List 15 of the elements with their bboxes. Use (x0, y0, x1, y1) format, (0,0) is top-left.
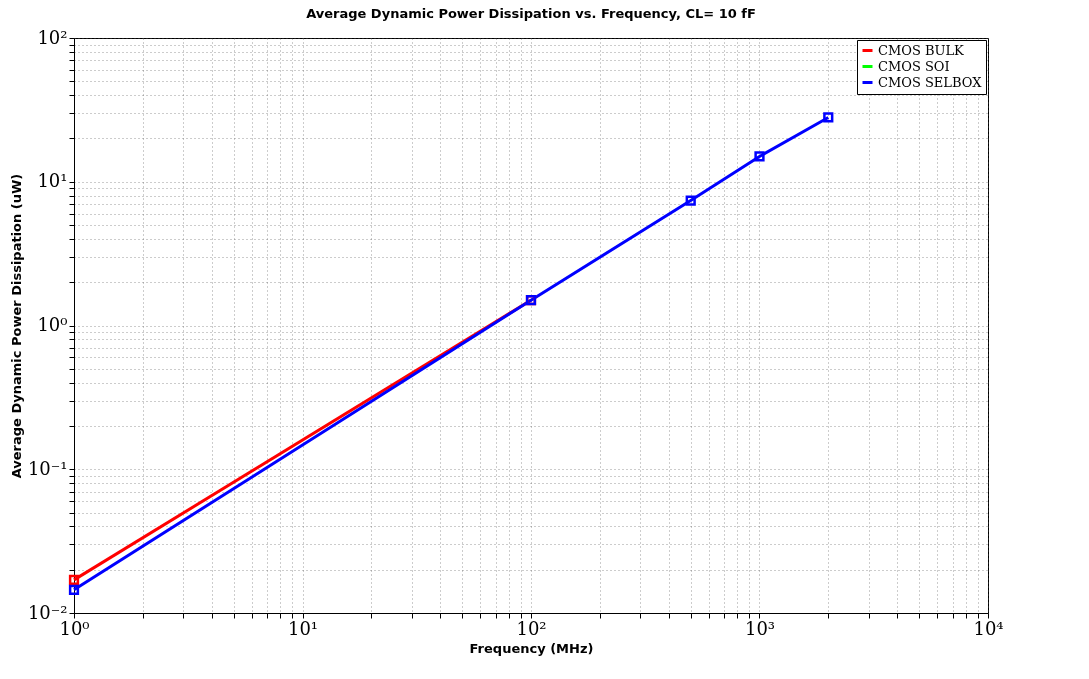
legend-label: CMOS SOI (878, 58, 950, 74)
y-tick-label: 10⁻¹ (27, 457, 68, 479)
x-tick-label: 10¹ (287, 617, 319, 639)
y-tick-label: 10² (37, 26, 68, 48)
x-tick-label: 10⁴ (973, 617, 1004, 639)
y-tick-label: 10⁰ (37, 314, 68, 335)
x-axis-title: Frequency (MHz) (469, 640, 594, 656)
x-tick-label: 10⁰ (59, 617, 90, 639)
y-axis-title: Average Dynamic Power Dissipation (uW) (8, 173, 24, 479)
legend-label: CMOS BULK (878, 42, 965, 58)
y-tick-label: 10¹ (37, 170, 68, 192)
legend-label: CMOS SELBOX (878, 74, 983, 90)
chart-title: Average Dynamic Power Dissipation vs. Frequency, CL= 10 fF (306, 6, 756, 21)
x-tick-label: 10² (516, 617, 547, 639)
x-tick-label: 10³ (744, 617, 776, 639)
